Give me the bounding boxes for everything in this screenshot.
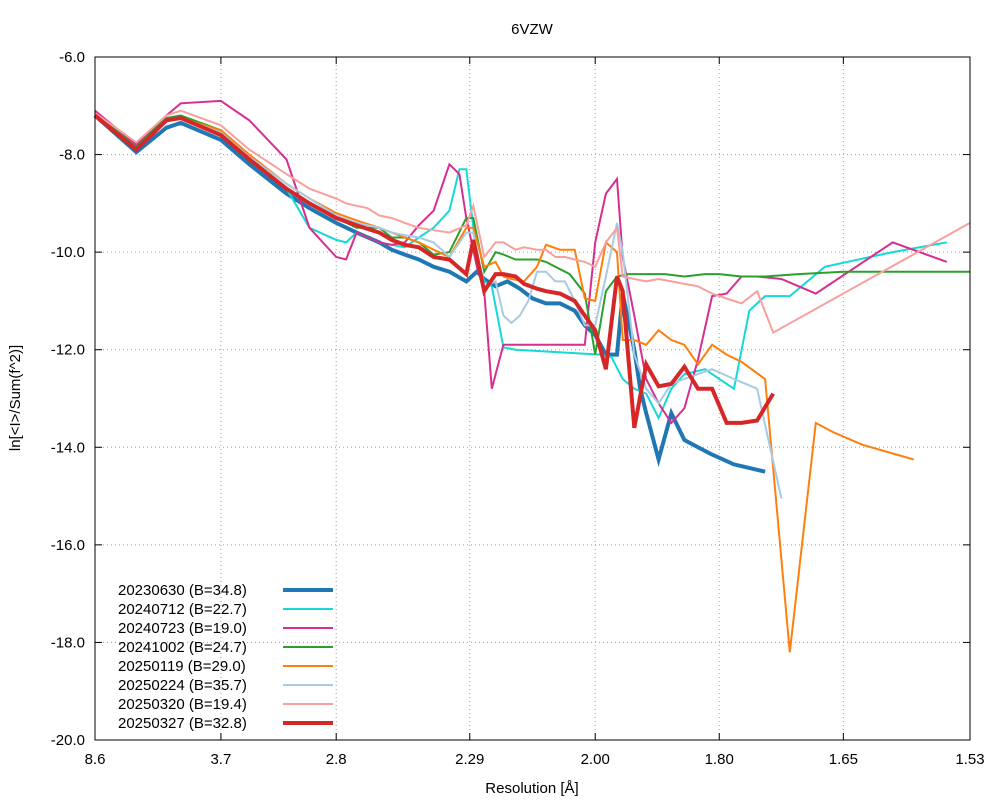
legend-label: 20250327 (B=32.8) [118,715,247,732]
y-axis-label: ln[<I>/Sum(f^2)] [7,345,24,451]
y-tick-label: -16.0 [51,537,85,554]
series-line-8 [93,113,775,429]
y-tick-label: -18.0 [51,634,85,651]
legend-label: 20241002 (B=24.7) [118,639,247,656]
x-tick-label: 1.65 [829,751,858,768]
y-tick-label: -6.0 [59,49,85,66]
y-tick-label: -8.0 [59,147,85,164]
series-line-2 [94,112,947,421]
legend: 20230630 (B=34.8) 20240712 (B=22.7) 202407… [118,582,333,732]
legend-label: 20250224 (B=35.7) [118,677,247,694]
x-tick-label: 2.00 [581,751,610,768]
x-tick-label: 2.29 [455,751,484,768]
y-tick-label: -20.0 [51,732,85,749]
grid-layer [94,56,971,741]
y-tick-label: -10.0 [51,244,85,261]
legend-label: 20250320 (B=19.4) [118,696,247,713]
series-line-7 [94,109,971,335]
legend-label: 20230630 (B=34.8) [118,582,247,599]
series-line-3 [94,99,948,425]
series-line-6 [94,114,783,499]
plot-frame [94,56,971,741]
x-tick-label: 3.7 [210,751,231,768]
series-line-4 [94,112,970,355]
y-tick-label: -12.0 [51,342,85,359]
tick-layer: 8.6 3.7 2.8 2.29 2.00 1.80 1.65 1.53 -6.0 -8.0 -10… [51,49,985,768]
x-tick-label: 2.8 [326,751,347,768]
x-tick-label: 1.80 [705,751,734,768]
x-tick-label: 1.53 [955,751,984,768]
y-tick-label: -14.0 [51,439,85,456]
series-line-1 [93,114,766,474]
x-tick-label: 8.6 [85,751,106,768]
series-layer [93,99,971,653]
series-line-5 [94,114,914,653]
legend-label: 20240712 (B=22.7) [118,601,247,618]
legend-label: 20240723 (B=19.0) [118,620,247,637]
legend-label: 20250119 (B=29.0) [118,658,246,675]
x-axis-label: Resolution [Å] [485,780,578,797]
chart-title: 6VZW [511,21,554,38]
